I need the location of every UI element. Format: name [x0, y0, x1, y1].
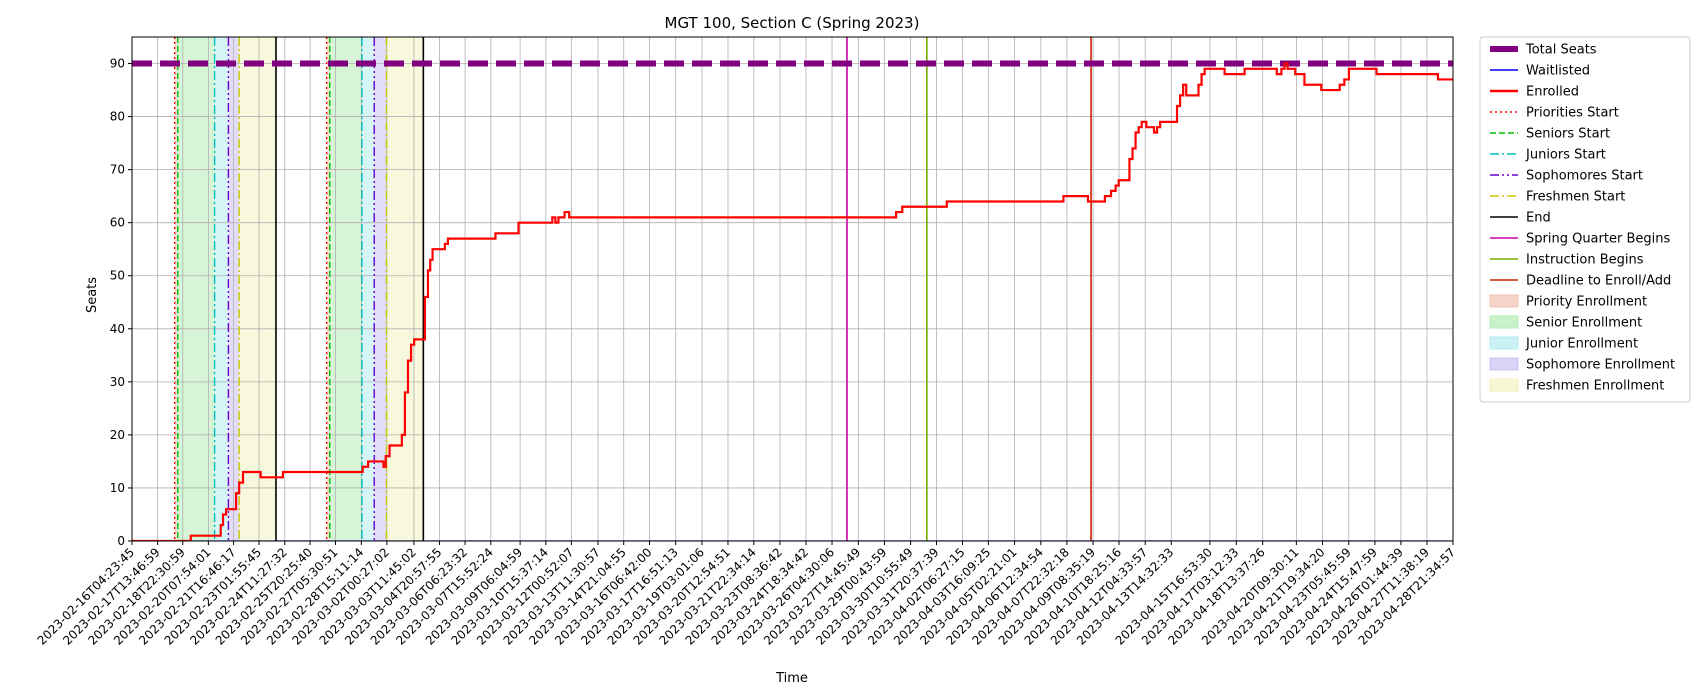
legend-swatch-sophomore-enrollment	[1489, 357, 1519, 371]
legend-label-senior-enrollment: Senior Enrollment	[1526, 316, 1642, 331]
y-tick-label-9: 90	[110, 57, 125, 71]
axes	[128, 36, 1454, 545]
shade-senior-enrollment-1	[329, 37, 362, 541]
y-tick-label-3: 30	[110, 375, 125, 389]
legend-label-instruction-begins: Instruction Begins	[1526, 253, 1644, 268]
axes-frame	[131, 36, 1454, 542]
shade-junior-enrollment-1	[361, 37, 375, 541]
series-enrolled	[132, 62, 1453, 541]
legend-label-enrolled: Enrolled	[1526, 85, 1579, 100]
y-tick-labels: 0 10 20 30 40 50 60 70 80 90	[110, 57, 125, 548]
y-tick-label-1: 10	[110, 481, 125, 495]
legend-label-priority-enrollment: Priority Enrollment	[1526, 295, 1647, 310]
y-tick-label-6: 60	[110, 216, 125, 230]
y-tick-label-5: 50	[110, 269, 125, 283]
legend-swatch-freshmen-enrollment	[1489, 378, 1519, 392]
y-tick-label-8: 80	[110, 110, 125, 124]
legend-label-end: End	[1526, 211, 1551, 226]
y-axis-label: Seats	[85, 277, 100, 313]
shade-sophomore-enrollment-1	[374, 37, 387, 541]
legend-label-priorities-start: Priorities Start	[1526, 106, 1619, 121]
shade-junior-enrollment-0	[214, 37, 229, 541]
shade-freshmen-enrollment-1	[386, 37, 424, 541]
legend-box	[1479, 36, 1691, 403]
shade-senior-enrollment-0	[177, 37, 215, 541]
shade-priority-enrollment-1	[326, 37, 330, 541]
y-tick-label-7: 70	[110, 163, 125, 177]
legend-swatch-priority-enrollment	[1489, 294, 1519, 308]
event-vertical-lines	[173, 37, 1092, 541]
legend-label-junior-enrollment: Junior Enrollment	[1525, 337, 1638, 352]
chart-title: MGT 100, Section C (Spring 2023)	[665, 14, 920, 32]
legend-swatch-junior-enrollment	[1489, 336, 1519, 350]
legend-label-deadline-to-enroll-add: Deadline to Enroll/Add	[1526, 274, 1671, 289]
legend-label-spring-quarter-begins: Spring Quarter Begins	[1526, 232, 1670, 247]
legend-label-freshmen-start: Freshmen Start	[1526, 190, 1625, 205]
legend-label-sophomore-enrollment: Sophomore Enrollment	[1526, 358, 1675, 373]
series-lines	[132, 60, 1453, 541]
y-tick-label-0: 0	[117, 534, 125, 548]
legend-label-sophomores-start: Sophomores Start	[1526, 169, 1643, 184]
y-tick-label-2: 20	[110, 428, 125, 442]
x-axis-label: Time	[775, 671, 808, 686]
legend-label-seniors-start: Seniors Start	[1526, 127, 1610, 142]
shade-freshmen-enrollment-0	[239, 37, 276, 541]
legend-label-waitlisted: Waitlisted	[1526, 64, 1590, 79]
legend: Total Seats Waitlisted Enrolled Priorities …	[1479, 36, 1691, 403]
y-tick-label-4: 40	[110, 322, 125, 336]
legend-label-total-seats: Total Seats	[1525, 43, 1597, 58]
shade-priority-enrollment-0	[174, 37, 178, 541]
legend-label-juniors-start: Juniors Start	[1525, 148, 1606, 163]
x-tick-labels: 2023-02-16T04:23:452023-02-17T13:46:5920…	[35, 545, 1459, 648]
legend-label-freshmen-enrollment: Freshmen Enrollment	[1526, 379, 1664, 394]
legend-swatch-senior-enrollment	[1489, 315, 1519, 329]
